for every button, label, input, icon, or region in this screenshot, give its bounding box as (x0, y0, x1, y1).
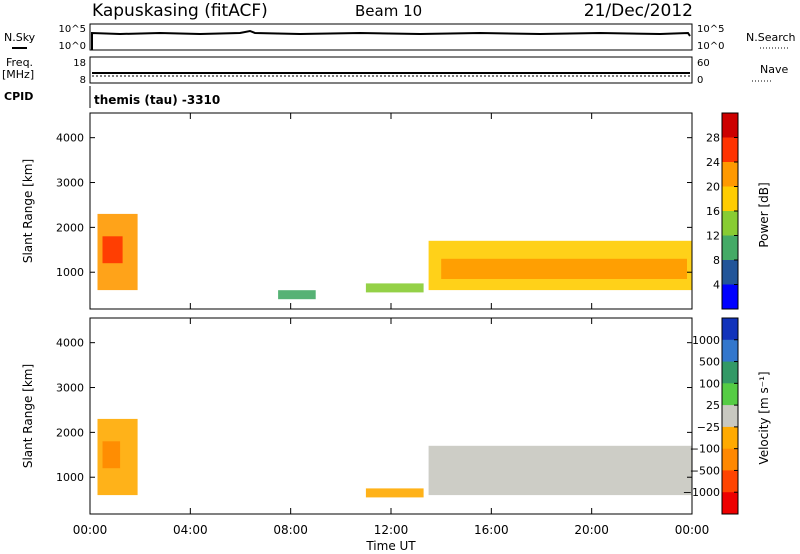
colorbar-segment (722, 186, 738, 212)
colorbar-frame (721, 317, 739, 515)
y-tick-label: 1000 (56, 471, 84, 484)
colorbar-segment (722, 318, 738, 341)
colorbar-tick-label: 8 (713, 254, 720, 267)
power-region-1 (102, 236, 123, 264)
velocity-ylabel: Slant Range [km] (21, 364, 35, 468)
power-region-5 (441, 258, 687, 279)
colorbar-segment (722, 235, 738, 261)
x-tick-label: 00:00 (675, 523, 710, 537)
y-tick-label: 2000 (56, 221, 84, 234)
colorbar-segment (722, 260, 738, 285)
x-tick-label: 04:00 (173, 523, 208, 537)
freq-label: Freq. (6, 56, 33, 69)
colorbar-segment (722, 448, 738, 471)
y-tick-label: 1000 (56, 266, 84, 279)
colorbar-segment (722, 137, 738, 163)
sky-tick-bottom: 10^0 (59, 41, 86, 52)
colorbar-tick-label: 12 (706, 230, 720, 243)
search-tick-top: 10^5 (697, 24, 724, 35)
power-colorbar-label: Power [dB] (757, 182, 771, 247)
nave-label: Nave (760, 63, 788, 76)
power-region-2 (278, 290, 316, 300)
station-title: Kapuskasing (fitACF) (92, 1, 268, 21)
freq-tick-top: 18 (73, 58, 86, 69)
colorbar-tick-label: −25 (697, 421, 720, 434)
nsky-label: N.Sky (4, 31, 36, 44)
time-x-axis: 00:00 04:00 08:00 12:00 16:00 20:00 00:00 (73, 113, 710, 537)
nave-tick-bottom: 0 (697, 75, 703, 86)
velocity-region-1 (102, 441, 121, 469)
colorbar-segment (722, 383, 738, 406)
colorbar-segment (722, 162, 738, 187)
y-tick-label: 4000 (56, 337, 84, 350)
colorbar-tick-label: 500 (699, 356, 720, 369)
colorbar-tick-label: 20 (706, 181, 720, 194)
velocity-region-3 (428, 445, 692, 496)
velocity-colorbar-label: Velocity [m s⁻¹] (757, 371, 771, 464)
velocity-y-axis: 1000 2000 3000 4000 (56, 337, 692, 484)
nsearch-label: N.Search (746, 31, 796, 44)
power-heatmap (97, 213, 692, 300)
colorbar-segment (722, 492, 738, 515)
colorbar-segment (722, 339, 738, 363)
colorbar-tick-label: 28 (706, 132, 720, 145)
colorbar-segment (722, 361, 738, 384)
colorbar-tick-label: −1000 (683, 486, 720, 499)
colorbar-tick-label: 16 (706, 205, 720, 218)
nsky-trace (91, 29, 691, 50)
power-region-3 (365, 283, 424, 293)
power-colorbar: 28 24 20 16 12 8 4 (706, 112, 739, 310)
colorbar-tick-label: 25 (706, 399, 720, 412)
power-y-axis: 1000 2000 3000 4000 (56, 132, 692, 279)
colorbar-segment (722, 211, 738, 236)
cpid-label: CPID (4, 90, 33, 103)
colorbar-tick-label: −500 (690, 464, 720, 477)
nave-tick-top: 60 (697, 58, 710, 69)
search-tick-bottom: 10^0 (697, 41, 724, 52)
power-ylabel: Slant Range [km] (21, 159, 35, 263)
y-tick-label: 3000 (56, 177, 84, 190)
colorbar-segment (722, 405, 738, 428)
y-tick-label: 4000 (56, 132, 84, 145)
colorbar-tick-label: 1000 (692, 334, 720, 347)
colorbar-segment (722, 113, 738, 138)
x-tick-label: 00:00 (73, 523, 108, 537)
mhz-label: [MHz] (2, 68, 34, 81)
x-tick-label: 08:00 (273, 523, 308, 537)
y-tick-label: 2000 (56, 426, 84, 439)
sky-tick-top: 10^5 (59, 24, 86, 35)
date-title: 21/Dec/2012 (584, 1, 693, 21)
x-tick-label: 12:00 (374, 523, 409, 537)
y-tick-label: 3000 (56, 382, 84, 395)
x-tick-label: 16:00 (474, 523, 509, 537)
colorbar-tick-label: 24 (706, 156, 720, 169)
colorbar-segment (722, 426, 738, 450)
cpid-text: themis (tau) -3310 (94, 93, 220, 107)
x-tick-label: 20:00 (574, 523, 609, 537)
beam-title: Beam 10 (355, 2, 422, 20)
velocity-colorbar: 1000 500 100 25 −25 −100 −500 −1000 (683, 317, 739, 515)
colorbar-tick-label: −100 (690, 443, 720, 456)
colorbar-tick-label: 100 (699, 377, 720, 390)
colorbar-segment (722, 284, 738, 310)
colorbar-segment (722, 470, 738, 493)
freq-panel-frame (89, 56, 693, 84)
xaxis-label: Time UT (365, 539, 416, 553)
sky-panel-frame (89, 23, 693, 51)
colorbar-tick-label: 4 (713, 279, 720, 292)
velocity-region-2 (365, 488, 424, 498)
velocity-heatmap (97, 418, 692, 498)
freq-tick-bottom: 8 (80, 75, 86, 86)
